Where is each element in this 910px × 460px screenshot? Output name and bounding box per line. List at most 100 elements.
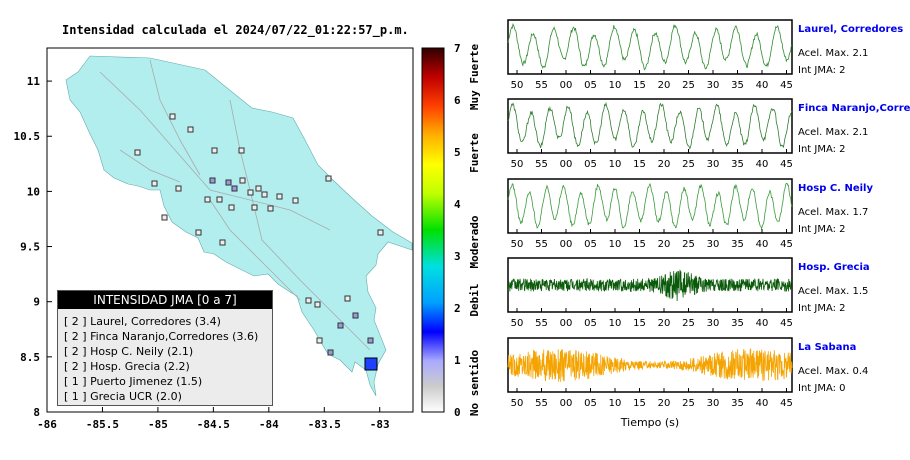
waveform-tick-label: 05 — [584, 159, 597, 170]
waveform-tick-label: 00 — [560, 80, 573, 91]
colorbar-ticks: 7 6 5 4 3 2 1 0 — [454, 42, 461, 419]
waveform-tick-label: 45 — [780, 159, 793, 170]
waveform-frame — [507, 178, 793, 234]
waveform-tick-label: 15 — [633, 398, 646, 409]
waveform-tick-label: 10 — [609, 80, 622, 91]
waveform-tick-label: 30 — [707, 398, 720, 409]
map-x-tick-label: -83 — [370, 418, 390, 431]
waveform-station-name: Laurel, Corredores — [798, 24, 904, 35]
waveform-tick-label: 30 — [707, 159, 720, 170]
map-x-tick-label: -83.5 — [308, 418, 341, 431]
waveform-tick-label: 45 — [780, 80, 793, 91]
waveform-tick-label: 30 — [707, 318, 720, 329]
waveform-tick-label: 15 — [633, 159, 646, 170]
waveform-tick-label: 45 — [780, 239, 793, 250]
waveform-jma-intensity: Int JMA: 0 — [798, 383, 846, 394]
waveform-jma-intensity: Int JMA: 2 — [798, 224, 846, 235]
waveform-tick-label: 30 — [707, 239, 720, 250]
waveform-tick-label: 00 — [560, 239, 573, 250]
waveform-tick-label: 25 — [682, 80, 695, 91]
waveform-station-name: La Sabana — [798, 342, 857, 353]
waveform-max-acceleration: Acel. Max. 2.1 — [798, 127, 869, 138]
waveform-trace — [507, 269, 793, 302]
waveform-tick-label: 05 — [584, 398, 597, 409]
intensity-legend: INTENSIDAD JMA [0 a 7] [ 2 ] Laurel, Cor… — [57, 290, 273, 406]
legend-item: [ 2 ] Finca Naranjo,Corredores (3.6) — [64, 330, 259, 343]
waveform-tick-label: 25 — [682, 398, 695, 409]
waveform-tick-label: 55 — [535, 159, 548, 170]
waveform-tick-label: 50 — [511, 80, 524, 91]
waveform-tick-label: 50 — [511, 398, 524, 409]
legend-item: [ 1 ] Puerto Jimenez (1.5) — [64, 375, 203, 388]
waveform-tick-label: 05 — [584, 239, 597, 250]
legend-items: [ 2 ] Laurel, Corredores (3.4) [ 2 ] Finc… — [58, 314, 272, 404]
waveform-tick-label: 40 — [756, 80, 769, 91]
map-y-tick-label: 8 — [33, 406, 40, 419]
waveform-panel: 50 55 00 05 10 15 20 25 30 35 40 45 — [507, 19, 793, 91]
colorbar-category-label: No sentido — [468, 350, 481, 417]
waveform-tick-label: 05 — [584, 318, 597, 329]
legend-item: [ 2 ] Laurel, Corredores (3.4) — [64, 315, 221, 328]
colorbar-tick-label: 2 — [454, 302, 461, 315]
legend-item: [ 2 ] Hosp. Grecia (2.2) — [64, 360, 190, 373]
waveform-tick-label: 50 — [511, 318, 524, 329]
colorbar-tick-label: 6 — [454, 94, 461, 107]
waveform-tick-label: 55 — [535, 318, 548, 329]
map-y-tick-label: 10.5 — [14, 130, 41, 143]
map-y-tick-label: 10 — [27, 185, 40, 198]
waveform-panel: 50 55 00 05 10 15 20 25 30 35 40 45 — [507, 98, 793, 170]
waveform-tick-label: 10 — [609, 239, 622, 250]
map-title: Intensidad calculada el 2024/07/22_01:22… — [62, 23, 409, 37]
waveform-tick-label: 45 — [780, 398, 793, 409]
waveform-tick-label: 35 — [731, 318, 744, 329]
waveform-tick-label: 20 — [658, 80, 671, 91]
waveform-trace — [507, 101, 793, 150]
waveform-tick-label: 15 — [633, 239, 646, 250]
waveform-tick-label: 25 — [682, 159, 695, 170]
waveform-tick-label: 10 — [609, 398, 622, 409]
waveform-max-acceleration: Acel. Max. 0.4 — [798, 366, 869, 377]
map-x-tick-label: -84.5 — [197, 418, 230, 431]
colorbar-labels: Muy Fuerte Fuerte Moderado Debil No sentido — [468, 44, 481, 417]
waveform-tick-label: 10 — [609, 159, 622, 170]
waveform-tick-label: 00 — [560, 159, 573, 170]
map-y-ticks: 11 10.5 10 9.5 9 8.5 8 — [14, 75, 52, 419]
colorbar-tick-label: 7 — [454, 42, 461, 55]
colorbar-category-label: Muy Fuerte — [468, 44, 481, 111]
waveform-tick-label: 35 — [731, 398, 744, 409]
map-x-tick-label: -85.5 — [86, 418, 119, 431]
waveform-trace — [507, 348, 793, 382]
waveform-tick-label: 00 — [560, 318, 573, 329]
waveform-tick-label: 20 — [658, 159, 671, 170]
colorbar-tick-label: 1 — [454, 354, 461, 367]
waveform-station-name: Finca Naranjo,Corredores — [798, 103, 910, 114]
legend-item: [ 2 ] Hosp C. Neily (2.1) — [64, 345, 194, 358]
colorbar-tick-label: 3 — [454, 250, 461, 263]
map-x-tick-label: -85 — [148, 418, 168, 431]
map-x-tick-label: -86 — [37, 418, 57, 431]
waveform-xlabel: Tiempo (s) — [620, 416, 679, 429]
waveform-tick-label: 40 — [756, 318, 769, 329]
costa-rica-landmass — [65, 55, 413, 397]
waveform-jma-intensity: Int JMA: 2 — [798, 303, 846, 314]
waveform-tick-label: 05 — [584, 80, 597, 91]
waveform-max-acceleration: Acel. Max. 1.5 — [798, 286, 869, 297]
waveform-tick-label: 15 — [633, 80, 646, 91]
map-y-tick-label: 9.5 — [20, 241, 40, 254]
waveform-max-acceleration: Acel. Max. 2.1 — [798, 48, 869, 59]
waveform-max-acceleration: Acel. Max. 1.7 — [798, 207, 869, 218]
legend-item: [ 1 ] Grecia UCR (2.0) — [64, 390, 182, 403]
map-x-tick-label: -84 — [259, 418, 279, 431]
waveform-tick-label: 55 — [535, 239, 548, 250]
waveform-station-name: Hosp. Grecia — [798, 262, 870, 273]
map-x-ticks: -86 -85.5 -85 -84.5 -84 -83.5 -83 — [37, 407, 390, 431]
waveform-tick-label: 15 — [633, 318, 646, 329]
waveform-tick-label: 35 — [731, 159, 744, 170]
stations-layer — [134, 113, 384, 371]
map-border — [46, 47, 414, 413]
colorbar-category-label: Debil — [468, 283, 481, 316]
waveform-trace — [507, 182, 793, 231]
waveform-trace — [507, 23, 793, 71]
waveform-tick-label: 20 — [658, 398, 671, 409]
